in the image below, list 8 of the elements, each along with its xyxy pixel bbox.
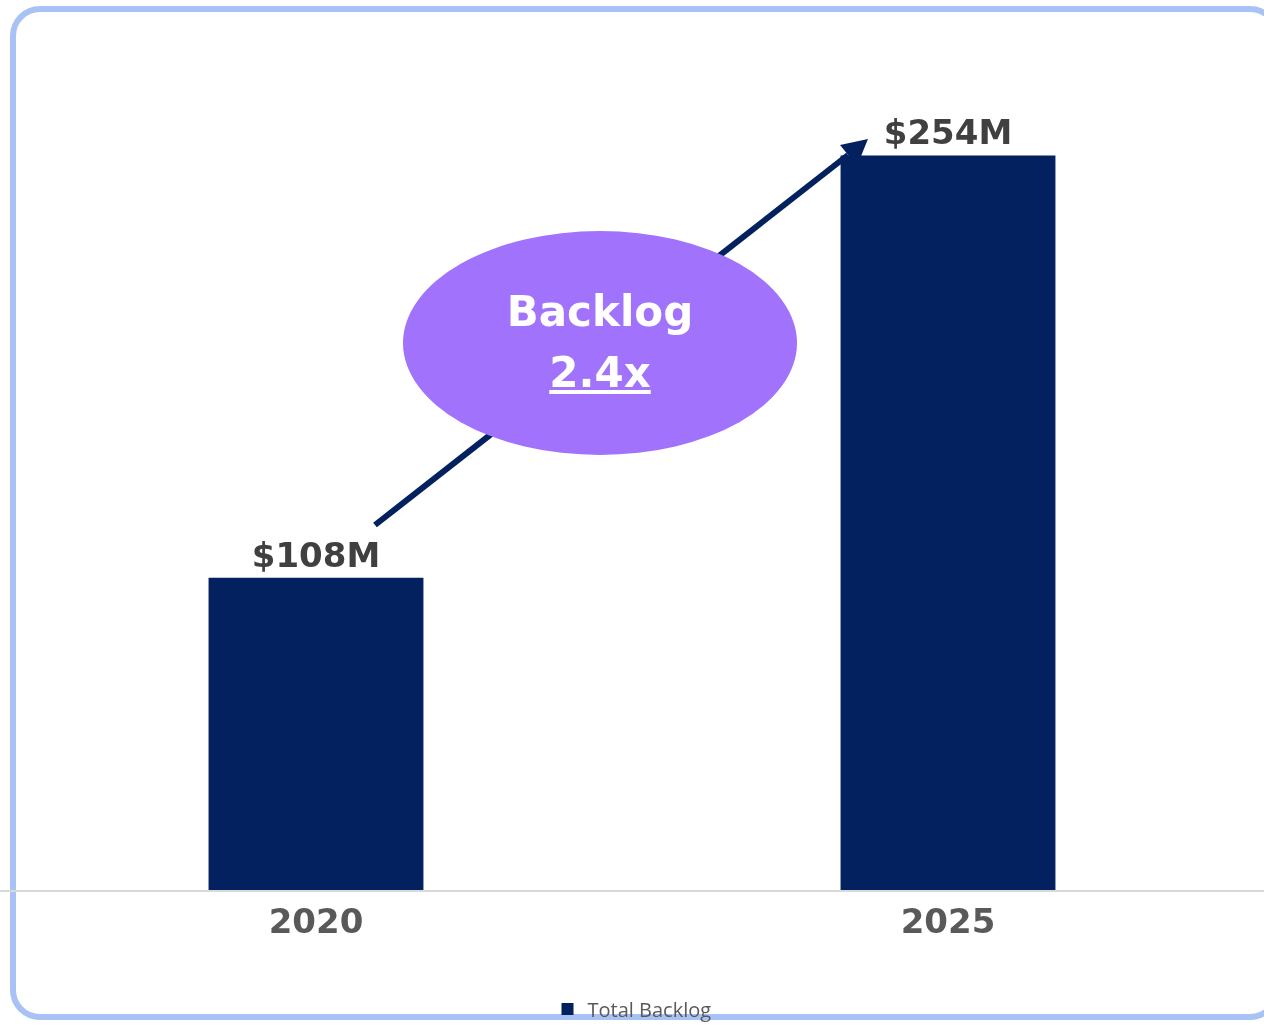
annotation: Backlog (506, 286, 694, 339)
legend-label: Total Backlog (587, 995, 712, 1023)
data-label: $108M (251, 534, 381, 575)
x-tick-label: 2025 (900, 900, 996, 941)
annotation: 2.4x (549, 347, 651, 399)
ellipse-badge: Backlog 2.4x (403, 231, 797, 455)
x-tick-label: 2020 (268, 900, 364, 941)
data-label: $254M (883, 112, 1013, 153)
